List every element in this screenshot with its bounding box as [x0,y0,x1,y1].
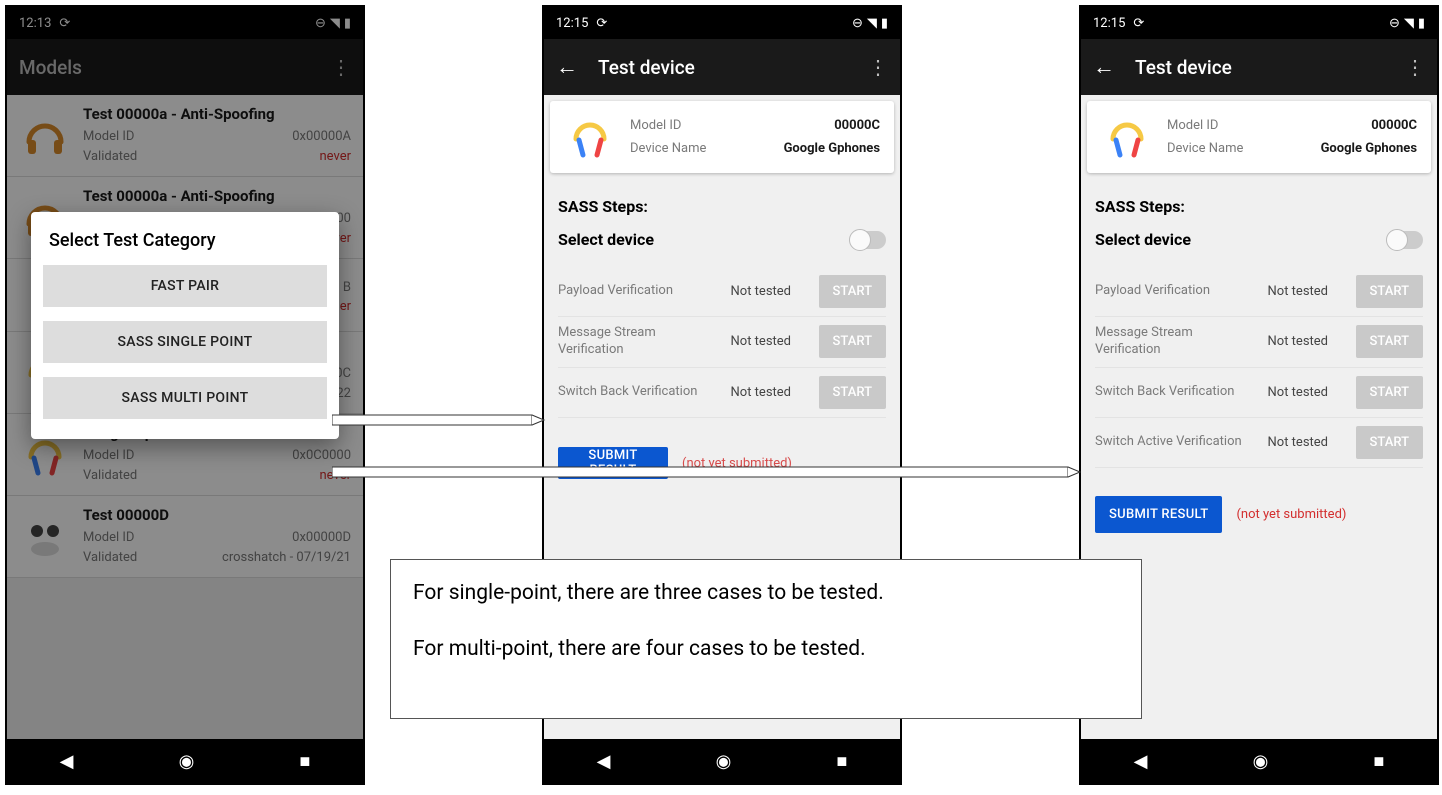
select-device-toggle[interactable] [850,231,886,249]
headphones-color-icon [1101,111,1153,163]
start-button[interactable]: START [819,376,886,409]
test-status: Not tested [1268,284,1348,299]
nav-back-icon[interactable]: ◀ [60,751,74,772]
device-info-card: Model ID 00000C Device Name Google Gphones [550,101,894,173]
status-dnd-icon: ⊖ [852,16,863,31]
start-button[interactable]: START [1356,325,1423,358]
test-row: Switch Active Verification Not tested STAR… [1095,418,1423,468]
app-bar-title: Test device [1135,56,1405,79]
nav-home-icon[interactable]: ◉ [716,751,732,772]
nav-recent-icon[interactable]: ■ [1374,751,1385,772]
device-name-value: Google Gphones [784,137,880,160]
test-row: Message Stream Verification Not tested STA… [1095,317,1423,368]
sass-single-point-button[interactable]: SASS SINGLE POINT [43,321,327,363]
select-device-label: Select device [558,230,654,249]
model-id-label: Model ID [1167,114,1218,137]
overflow-menu-icon[interactable]: ⋮ [1405,55,1425,79]
test-name: Switch Active Verification [1095,434,1260,451]
back-arrow-icon[interactable]: ← [556,54,578,80]
status-sync-icon: ⟳ [1133,16,1144,31]
test-name: Message Stream Verification [558,325,723,359]
select-test-category-dialog: Select Test Category FAST PAIR SASS SING… [31,212,339,439]
arrow-single-point [332,410,547,434]
status-bar: 12:15 ⟳ ⊖ ◥ ▮ [544,7,900,39]
device-name-value: Google Gphones [1321,137,1417,160]
test-status: Not tested [1268,334,1348,349]
start-button[interactable]: START [1356,275,1423,308]
status-wifi-icon: ◥ [867,16,877,31]
model-id-value: 00000C [1371,114,1417,137]
model-id-value: 00000C [834,114,880,137]
nav-recent-icon[interactable]: ■ [837,751,848,772]
status-dnd-icon: ⊖ [1389,16,1400,31]
android-nav-bar: ◀ ◉ ■ [7,739,363,783]
test-row: Switch Back Verification Not tested START [1095,368,1423,418]
test-name: Payload Verification [558,283,723,300]
status-bar: 12:15 ⟳ ⊖ ◥ ▮ [1081,7,1437,39]
sass-steps-heading: SASS Steps: [558,197,886,216]
status-battery-icon: ▮ [1418,16,1425,31]
caption-box: For single-point, there are three cases … [390,559,1142,719]
test-status: Not tested [731,284,811,299]
submit-result-button[interactable]: SUBMIT RESULT [1095,496,1222,533]
app-bar-title: Test device [598,56,868,79]
arrow-multi-point [332,462,1084,486]
test-row: Message Stream Verification Not tested STA… [558,317,886,368]
select-device-toggle[interactable] [1387,231,1423,249]
start-button[interactable]: START [1356,426,1423,459]
headphones-color-icon [564,111,616,163]
sass-steps-heading: SASS Steps: [1095,197,1423,216]
caption-line-1: For single-point, there are three cases … [413,578,1119,610]
overflow-menu-icon[interactable]: ⋮ [868,55,888,79]
test-status: Not tested [731,385,811,400]
test-status: Not tested [731,334,811,349]
test-row: Payload Verification Not tested START [1095,267,1423,317]
start-button[interactable]: START [1356,376,1423,409]
app-bar: ← Test device ⋮ [1081,39,1437,95]
nav-recent-icon[interactable]: ■ [300,751,311,772]
test-status: Not tested [1268,385,1348,400]
nav-back-icon[interactable]: ◀ [1134,751,1148,772]
status-sync-icon: ⟳ [596,16,607,31]
test-name: Payload Verification [1095,283,1260,300]
nav-home-icon[interactable]: ◉ [179,751,195,772]
submit-status-text: (not yet submitted) [1236,507,1346,522]
android-nav-bar: ◀ ◉ ■ [544,739,900,783]
test-name: Message Stream Verification [1095,325,1260,359]
device-name-label: Device Name [1167,137,1243,160]
status-wifi-icon: ◥ [1404,16,1414,31]
test-row: Payload Verification Not tested START [558,267,886,317]
nav-back-icon[interactable]: ◀ [597,751,611,772]
caption-line-2: For multi-point, there are four cases to… [413,634,1119,666]
start-button[interactable]: START [819,275,886,308]
status-time: 12:15 [556,16,588,31]
test-name: Switch Back Verification [1095,384,1260,401]
dialog-title: Select Test Category [43,230,327,251]
fast-pair-button[interactable]: FAST PAIR [43,265,327,307]
phone-models-screen: 12:13⟳ ⊖◥▮ Models ⋮ Test 00000a - Anti-S… [5,5,365,785]
test-name: Switch Back Verification [558,384,723,401]
nav-home-icon[interactable]: ◉ [1253,751,1269,772]
test-status: Not tested [1268,435,1348,450]
app-bar: ← Test device ⋮ [544,39,900,95]
status-battery-icon: ▮ [881,16,888,31]
test-row: Switch Back Verification Not tested START [558,368,886,418]
start-button[interactable]: START [819,325,886,358]
android-nav-bar: ◀ ◉ ■ [1081,739,1437,783]
device-name-label: Device Name [630,137,706,160]
select-device-label: Select device [1095,230,1191,249]
back-arrow-icon[interactable]: ← [1093,54,1115,80]
sass-multi-point-button[interactable]: SASS MULTI POINT [43,377,327,419]
device-info-card: Model ID 00000C Device Name Google Gphones [1087,101,1431,173]
model-id-label: Model ID [630,114,681,137]
status-time: 12:15 [1093,16,1125,31]
